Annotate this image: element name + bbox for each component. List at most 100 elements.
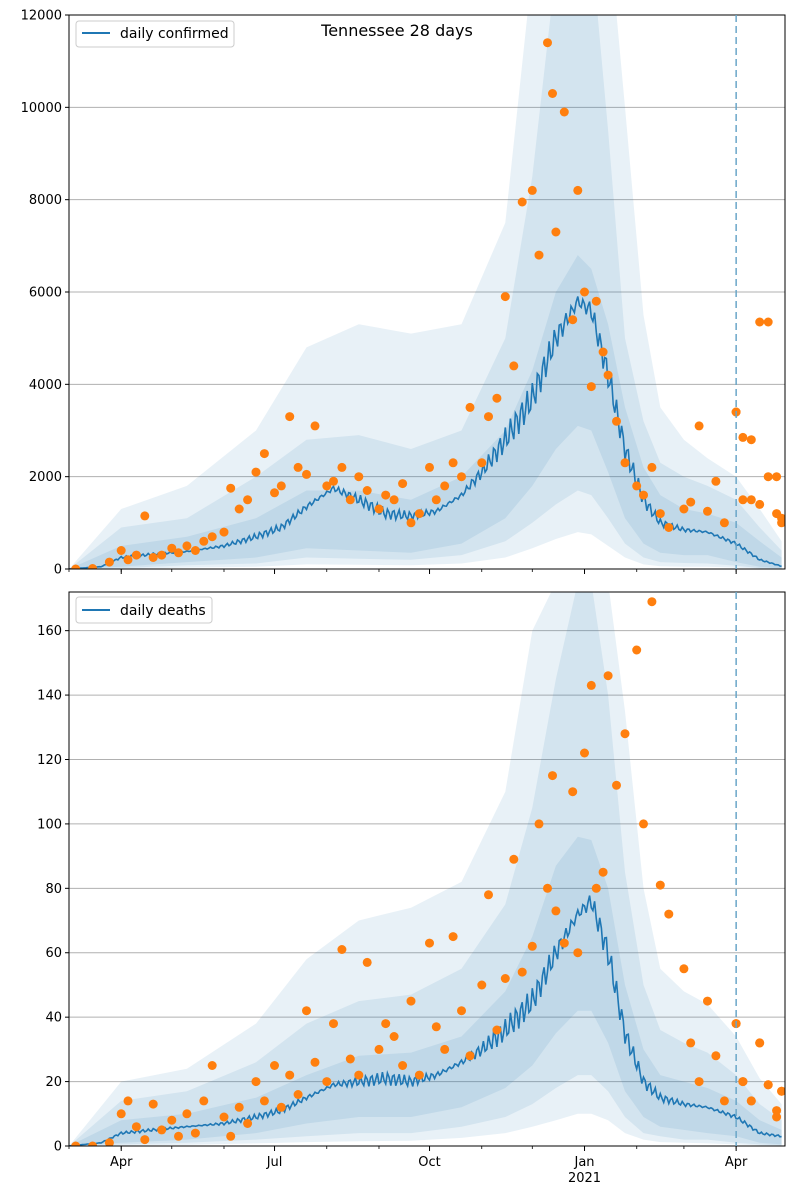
x-tick-label: Jan [573, 1155, 594, 1170]
data-point [694, 421, 704, 431]
data-point [580, 748, 589, 758]
data-point [620, 458, 630, 468]
data-point [664, 909, 674, 919]
data-point [509, 361, 519, 371]
data-point [573, 948, 583, 958]
data-point [322, 1077, 332, 1087]
confidence-band [69, 836, 782, 1146]
data-point [259, 1096, 269, 1106]
data-point [500, 292, 510, 302]
data-point [543, 883, 552, 893]
data-point [362, 957, 372, 967]
forecast-point [772, 472, 782, 482]
data-point [465, 1051, 475, 1061]
data-point [398, 479, 408, 489]
data-point [679, 964, 689, 974]
data-point [527, 941, 537, 951]
data-point [116, 546, 126, 555]
data-point [639, 819, 648, 829]
y-tick-label: 8000 [29, 193, 62, 208]
data-point [573, 185, 583, 195]
x-tick-year-label: 2021 [568, 1171, 601, 1186]
forecast-point [755, 1038, 765, 1048]
forecast-point [738, 495, 748, 505]
data-point [123, 555, 133, 565]
y-tick-label: 0 [54, 1140, 62, 1155]
data-point [123, 1096, 133, 1106]
data-point [414, 1070, 424, 1080]
data-point [389, 1032, 399, 1041]
data-point [647, 462, 657, 472]
x-tick-label: Apr [725, 1155, 748, 1170]
confirmed-y-axis: 0 2000 4000 6000 8000 10000 12000 [21, 9, 69, 578]
data-point [772, 1112, 782, 1122]
data-point [746, 495, 756, 505]
data-point [302, 1006, 311, 1016]
data-point [548, 89, 557, 98]
data-point [406, 996, 416, 1006]
data-point [157, 550, 167, 560]
data-point [484, 890, 493, 900]
data-point [457, 472, 466, 482]
data-point [591, 296, 601, 306]
data-point [251, 1077, 261, 1087]
data-point [71, 1141, 81, 1146]
data-point [182, 541, 192, 551]
confirmed-legend: daily confirmed [75, 20, 235, 48]
y-tick-label: 140 [37, 689, 62, 704]
data-point [603, 370, 613, 380]
data-point [354, 472, 364, 482]
data-point [703, 506, 712, 516]
chart-title: Tennessee 28 days [320, 21, 473, 40]
data-point [207, 1061, 217, 1070]
data-point [345, 1054, 355, 1064]
data-point [440, 1044, 450, 1054]
data-point [381, 490, 391, 500]
data-point [492, 393, 502, 403]
data-point [354, 1070, 364, 1080]
data-point [655, 880, 665, 890]
data-point [711, 1051, 721, 1061]
data-point [199, 536, 209, 546]
data-point [448, 932, 458, 942]
data-point [406, 518, 416, 528]
fit-line [69, 895, 782, 1146]
data-point [568, 315, 578, 325]
data-point [167, 1115, 177, 1125]
data-point [329, 476, 338, 486]
data-point [711, 476, 721, 486]
data-point [131, 1122, 141, 1132]
data-point [310, 1057, 320, 1067]
data-point [598, 867, 608, 877]
data-point [465, 402, 475, 412]
y-tick-label: 80 [45, 882, 62, 897]
data-point [559, 938, 569, 948]
deaths-plot-area [69, 592, 785, 1146]
data-point [603, 671, 613, 681]
data-point [484, 412, 493, 422]
data-point [190, 1128, 200, 1138]
forecast-point [746, 435, 756, 445]
data-point [381, 1019, 391, 1029]
data-point [719, 1096, 729, 1106]
data-point [755, 317, 765, 327]
data-point [174, 548, 183, 558]
y-tick-label: 120 [37, 753, 62, 768]
deaths-axes-frame [68, 591, 786, 1147]
data-point [374, 1044, 384, 1054]
data-point [337, 945, 347, 954]
confidence-band [69, 592, 782, 1146]
x-tick-label: Oct [418, 1155, 440, 1170]
data-point [632, 481, 642, 491]
data-point [548, 771, 557, 781]
data-point [534, 819, 544, 829]
data-point [414, 509, 424, 519]
data-point [738, 432, 748, 442]
data-point [694, 1077, 704, 1087]
data-point [517, 197, 527, 207]
data-point [425, 938, 434, 948]
confirmed-x-axis [68, 569, 737, 574]
data-point [207, 532, 217, 542]
